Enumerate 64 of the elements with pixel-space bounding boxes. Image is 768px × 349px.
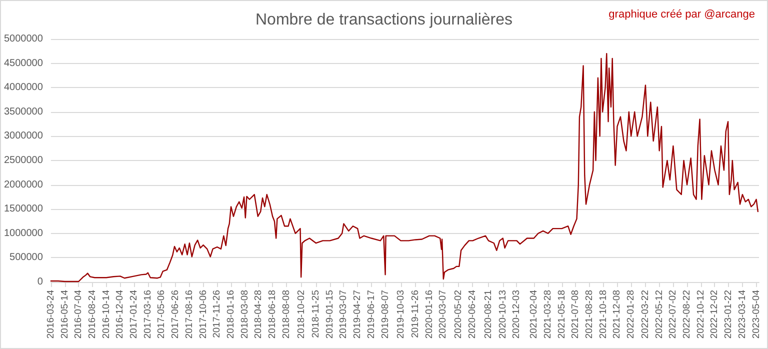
x-tick-label: 2020-06-24 [467, 290, 478, 339]
x-tick-label: 2019-03-07 [338, 290, 350, 339]
x-tick-label: 2017-06-26 [170, 290, 182, 339]
y-tick-label: 2500000 [4, 155, 44, 166]
y-tick-label: 4000000 [4, 82, 44, 94]
x-tick-label: 2021-08-28 [584, 290, 596, 339]
x-tick-label: 2023-03-14 [736, 290, 748, 339]
x-tick-label: 2023-05-04 [750, 290, 762, 339]
y-tick-label: 0 [37, 276, 44, 288]
x-tick-label: 2016-08-24 [86, 290, 98, 339]
x-tick-label: 2021-10-18 [598, 290, 609, 339]
x-tick-label: 2018-08-08 [280, 290, 292, 339]
x-tick-label: 2019-06-17 [366, 290, 377, 339]
x-tick-label: 2017-01-24 [128, 290, 140, 339]
x-tick-label: 2021-07-08 [570, 290, 582, 339]
y-tick-label: 2000000 [4, 179, 44, 190]
x-tick-label: 2021-05-18 [556, 290, 568, 339]
x-tick-label: 2017-10-06 [198, 290, 209, 339]
x-tick-label: 2021-02-04 [528, 290, 540, 339]
x-tick-label: 2022-05-12 [654, 290, 665, 339]
x-tick-label: 2017-08-16 [184, 290, 195, 339]
x-tick-label: 2018-03-08 [239, 290, 250, 339]
x-tick-label: 2017-11-26 [212, 290, 223, 338]
x-tick-label: 2022-03-22 [640, 290, 651, 339]
x-tick-label: 2017-05-06 [156, 290, 168, 339]
x-tick-label: 2018-01-16 [226, 290, 237, 339]
x-tick-label: 2020-03-07 [438, 290, 449, 339]
x-tick-label: 2019-01-15 [324, 290, 336, 339]
x-tick-label: 2018-11-25 [310, 290, 322, 338]
x-tick-label: 2020-01-16 [424, 290, 435, 339]
x-tick-label: 2016-05-14 [59, 290, 70, 339]
x-tick-label: 2023-01-22 [723, 290, 734, 339]
y-tick-label: 1000000 [4, 228, 44, 239]
x-tick-label: 2021-12-08 [612, 290, 623, 339]
x-tick-label: 2020-08-21 [482, 290, 494, 339]
y-tick-label: 3500000 [4, 106, 44, 118]
x-tick-label: 2016-10-14 [100, 290, 112, 339]
chart-title: Nombre de transactions journalières [255, 12, 513, 28]
text: graphique créé par @arcange [608, 8, 756, 20]
y-tick-label: 3000000 [4, 130, 44, 142]
y-tick-label: 500000 [10, 252, 44, 264]
y-tick-label: 5000000 [4, 34, 44, 44]
x-tick-label: 2022-10-12 [695, 290, 706, 339]
x-tick-label: 2019-08-07 [380, 290, 391, 339]
x-tick-label: 2019-10-03 [395, 290, 406, 339]
x-tick-label: 2020-12-03 [511, 290, 522, 339]
x-tick-label: 2018-04-28 [253, 290, 264, 339]
x-tick-label: 2019-11-26 [410, 290, 421, 338]
x-tick-label: 2019-04-27 [352, 290, 364, 339]
y-tick-label: 1500000 [4, 204, 44, 215]
x-tick-label: 2020-05-02 [452, 290, 464, 339]
y-tick-label: 4500000 [4, 58, 44, 69]
x-tick-label: 2017-03-16 [142, 290, 154, 339]
x-tick-label: 2018-06-18 [267, 290, 278, 339]
x-tick-label: 2016-07-04 [73, 290, 84, 339]
x-tick-label: 2020-10-13 [497, 290, 508, 339]
x-tick-label: 2022-12-02 [709, 290, 720, 339]
x-tick-label: 2016-12-04 [114, 290, 126, 339]
x-tick-label: 2021-03-28 [542, 290, 554, 339]
x-tick-label: 2022-01-28 [626, 290, 637, 339]
x-tick-label: 2022-07-02 [668, 290, 679, 339]
x-tick-label: 2018-10-02 [296, 290, 307, 339]
x-tick-label: 2016-03-24 [45, 290, 56, 339]
x-tick-label: 2022-08-22 [682, 290, 693, 339]
